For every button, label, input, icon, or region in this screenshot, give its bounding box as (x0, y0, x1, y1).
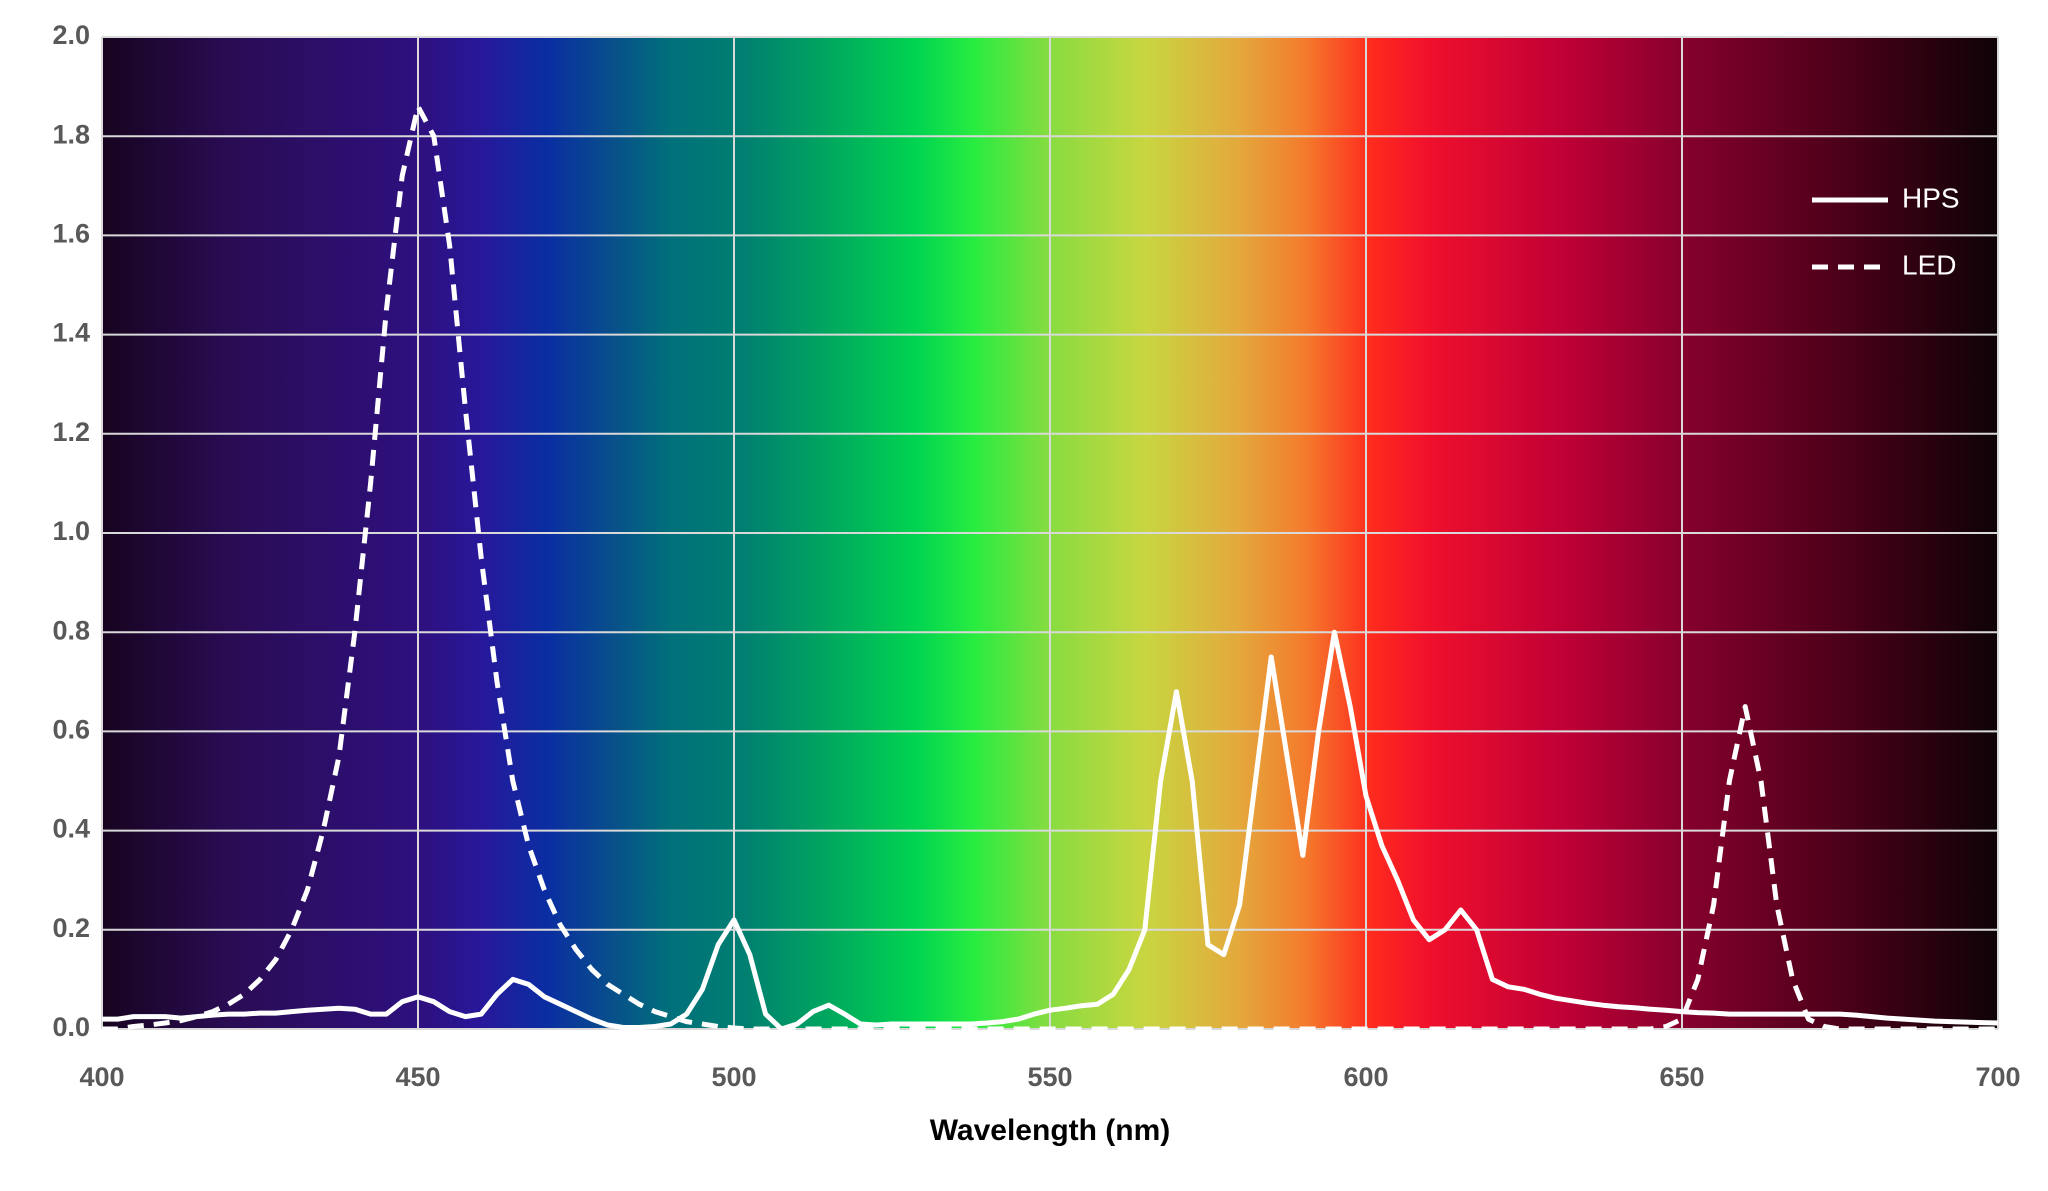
x-tick-label: 500 (711, 1062, 756, 1092)
y-tick-label: 1.4 (52, 318, 90, 348)
y-tick-label: 1.6 (52, 219, 90, 249)
x-tick-label: 600 (1343, 1062, 1388, 1092)
x-tick-label: 400 (79, 1062, 124, 1092)
x-tick-label: 700 (1975, 1062, 2020, 1092)
y-tick-label: 0.4 (52, 814, 90, 844)
series-line (102, 629, 1999, 1032)
y-tick-label: 1.8 (52, 119, 90, 149)
y-tick-label: 0.8 (52, 615, 90, 645)
x-axis-title: Wavelength (nm) (930, 1114, 1171, 1147)
y-tick-label: 1.2 (52, 417, 90, 447)
x-tick-label: 450 (395, 1062, 440, 1092)
y-tick-label: 0.6 (52, 715, 90, 745)
x-tick-label: 650 (1659, 1062, 1704, 1092)
y-tick-label: 0.0 (52, 1012, 90, 1042)
y-tick-label: 1.0 (52, 516, 90, 546)
series-line (102, 103, 1998, 1032)
y-tick-label: 0.2 (52, 913, 90, 943)
legend-label: LED (1902, 249, 1956, 280)
y-tick-label: 2.0 (52, 20, 90, 50)
legend-label: HPS (1902, 182, 1960, 213)
x-tick-label: 550 (1027, 1062, 1072, 1092)
